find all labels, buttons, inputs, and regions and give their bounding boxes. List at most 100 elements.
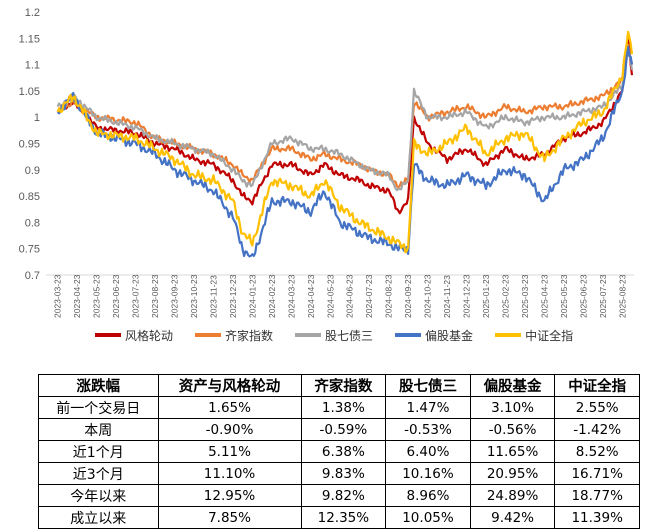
x-tick-label: 2023-07-23 <box>131 274 141 318</box>
x-tick-label: 2023-11-23 <box>208 275 218 318</box>
y-tick-label: 1 <box>34 112 40 124</box>
y-tick-label: 0.95 <box>19 139 40 151</box>
x-tick-label: 2024-10-23 <box>423 274 433 318</box>
value-cell: 24.89% <box>469 484 556 507</box>
value-cell: 11.39% <box>554 506 640 529</box>
y-tick-label: 1.05 <box>19 86 40 98</box>
legend-item: 偏股基金 <box>395 327 473 344</box>
x-tick-label: 2024-11-23 <box>442 275 452 318</box>
table-body: 前一个交易日 1.65% 1.38% 1.47% 3.10% 2.55% 本周 -0.90% -… <box>38 396 640 529</box>
legend-swatch <box>495 333 522 337</box>
x-tick-label: 2023-09-23 <box>170 274 180 318</box>
x-axis-ticks: 2023-03-23 2023-04-23 2023-05-23 2023-06-23… <box>53 274 628 318</box>
value-cell: 11.10% <box>157 462 302 485</box>
table-header-row: 涨跌幅 资产与风格轮动 齐家指数 股七债三 偏股基金 中证全指 <box>38 374 640 397</box>
value-cell: -0.59% <box>300 418 387 441</box>
value-cell: -0.56% <box>469 418 556 441</box>
series-line-4 <box>56 30 634 254</box>
legend-item: 风格轮动 <box>95 327 173 344</box>
legend-label: 中证全指 <box>525 328 574 343</box>
x-tick-label: 2025-08-23 <box>617 274 627 318</box>
y-tick-label: 1.2 <box>25 7 40 19</box>
chart-legend: 风格轮动 齐家指数 股七债三 偏股基金 中证全指 <box>95 326 615 344</box>
value-cell: 12.35% <box>300 506 387 529</box>
x-tick-label: 2023-12-23 <box>228 274 238 318</box>
x-tick-label: 2025-05-23 <box>559 274 569 318</box>
legend-swatch <box>295 333 322 337</box>
x-tick-label: 2025-01-23 <box>481 274 491 318</box>
row-label-cell: 今年以来 <box>38 484 159 507</box>
legend-label: 风格轮动 <box>125 328 174 343</box>
x-tick-label: 2025-06-23 <box>578 274 588 318</box>
value-cell: -0.53% <box>385 418 471 441</box>
value-cell: 7.85% <box>157 506 302 529</box>
table-header-cell: 股七债三 <box>385 374 471 397</box>
x-tick-label: 2025-03-23 <box>520 274 530 318</box>
x-tick-label: 2024-12-23 <box>462 274 472 318</box>
x-tick-label: 2023-04-23 <box>72 274 82 318</box>
performance-table: 涨跌幅 资产与风格轮动 齐家指数 股七债三 偏股基金 中证全指 前一个交易日 1.65% 1.… <box>38 374 640 529</box>
table-header-cell: 涨跌幅 <box>38 374 159 397</box>
x-tick-label: 2024-06-23 <box>345 274 355 318</box>
value-cell: 1.47% <box>385 396 471 419</box>
x-tick-label: 2023-06-23 <box>111 274 121 318</box>
y-tick-label: 1.15 <box>19 33 40 45</box>
y-axis-ticks: 1.2 1.15 1.1 1.05 1 0.95 0.9 0.85 0.8 0.75 0.7 <box>19 7 40 282</box>
table-row: 本周 -0.90% -0.59% -0.53% -0.56% -1.42% <box>38 418 640 441</box>
table-row: 今年以来 12.95% 9.82% 8.96% 24.89% 18.77% <box>38 484 640 507</box>
value-cell: -1.42% <box>554 418 640 441</box>
legend-label: 股七债三 <box>325 328 374 343</box>
value-cell: 6.40% <box>385 440 471 463</box>
x-tick-label: 2024-02-23 <box>267 274 277 318</box>
value-cell: 11.65% <box>469 440 556 463</box>
y-tick-label: 0.9 <box>25 165 40 177</box>
value-cell: 1.65% <box>157 396 302 419</box>
y-tick-label: 0.7 <box>25 270 40 282</box>
legend-label: 齐家指数 <box>225 328 274 343</box>
row-label-cell: 前一个交易日 <box>38 396 159 419</box>
value-cell: 5.11% <box>157 440 302 463</box>
table-header-cell: 齐家指数 <box>300 374 387 397</box>
x-tick-label: 2024-08-23 <box>384 274 394 318</box>
value-cell: 18.77% <box>554 484 640 507</box>
legend-swatch <box>95 333 121 337</box>
table-row: 前一个交易日 1.65% 1.38% 1.47% 3.10% 2.55% <box>38 396 640 419</box>
value-cell: 6.38% <box>300 440 387 463</box>
x-tick-label: 2025-02-23 <box>500 274 510 318</box>
legend-item: 齐家指数 <box>195 327 273 344</box>
value-cell: 9.82% <box>300 484 387 507</box>
table-row: 成立以来 7.85% 12.35% 10.05% 9.42% 11.39% <box>38 506 640 529</box>
row-label-cell: 近1个月 <box>38 440 159 463</box>
table-row: 近3个月 11.10% 9.83% 10.16% 20.95% 16.71% <box>38 462 640 485</box>
table-header-cell: 资产与风格轮动 <box>157 374 302 397</box>
value-cell: 10.16% <box>385 462 471 485</box>
row-label-cell: 本周 <box>38 418 159 441</box>
value-cell: 20.95% <box>469 462 556 485</box>
row-label-cell: 近3个月 <box>38 462 159 485</box>
x-tick-label: 2024-01-23 <box>247 274 257 318</box>
legend-label: 偏股基金 <box>425 328 474 343</box>
x-tick-label: 2023-08-23 <box>150 274 160 318</box>
x-tick-label: 2024-09-23 <box>403 274 413 318</box>
y-tick-label: 0.8 <box>25 217 40 229</box>
value-cell: 9.42% <box>469 506 556 529</box>
x-tick-label: 2024-04-23 <box>306 274 316 318</box>
legend-item: 股七债三 <box>295 327 373 344</box>
value-cell: 3.10% <box>469 396 556 419</box>
x-tick-label: 2024-07-23 <box>364 274 374 318</box>
table-header-cell: 中证全指 <box>554 374 640 397</box>
y-tick-label: 0.85 <box>19 191 40 203</box>
value-cell: 10.05% <box>385 506 471 529</box>
x-tick-label: 2025-04-23 <box>539 274 549 318</box>
line-chart: 1.2 1.15 1.1 1.05 1 0.95 0.9 0.85 0.8 0.75 0.7 202… <box>19 7 634 318</box>
x-tick-label: 2023-05-23 <box>92 274 102 318</box>
row-label-cell: 成立以来 <box>38 506 159 529</box>
legend-item: 中证全指 <box>495 327 573 344</box>
legend-swatch <box>195 333 222 337</box>
x-tick-label: 2025-07-23 <box>598 274 608 318</box>
value-cell: -0.90% <box>157 418 302 441</box>
table-row: 近1个月 5.11% 6.38% 6.40% 11.65% 8.52% <box>38 440 640 463</box>
value-cell: 8.96% <box>385 484 471 507</box>
x-tick-label: 2024-05-23 <box>325 274 335 318</box>
y-tick-label: 0.75 <box>19 244 40 256</box>
